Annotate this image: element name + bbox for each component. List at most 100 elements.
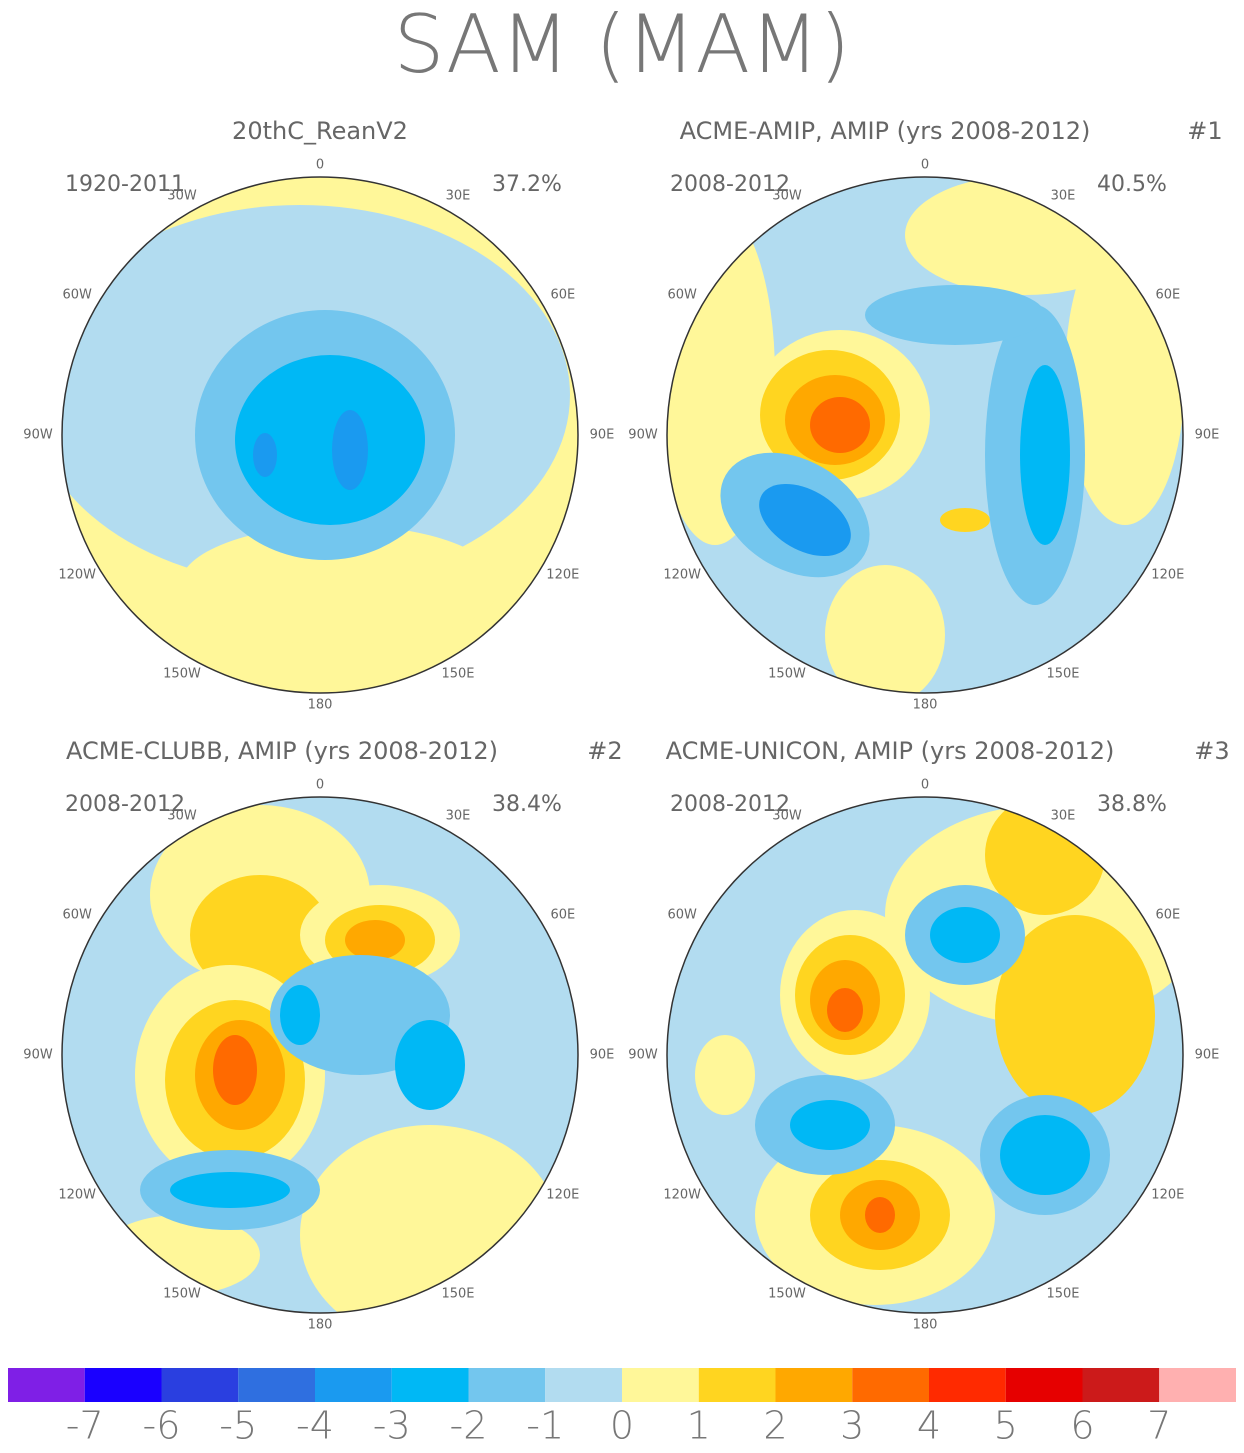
colorbar-label: -2: [450, 1404, 488, 1448]
longitude-label: 60E: [550, 287, 575, 302]
colorbar-box: [1005, 1368, 1083, 1402]
field: [332, 410, 368, 490]
field: [170, 1172, 290, 1208]
map-panel: [666, 176, 1184, 694]
panel-title: ACME-UNICON, AMIP (yrs 2008-2012): [666, 737, 1115, 765]
colorbar-label: -4: [296, 1404, 334, 1448]
colorbar-box: [622, 1368, 699, 1402]
colorbar-box: [468, 1368, 546, 1402]
longitude-label: 180: [913, 698, 938, 713]
colorbar-label: 2: [763, 1404, 787, 1448]
longitude-label: 120E: [546, 1188, 579, 1203]
period: 1920-2011: [65, 172, 185, 197]
figure-title: SAM (MAM): [394, 0, 851, 91]
colorbar-box: [1159, 1368, 1236, 1402]
map-panel: [61, 176, 579, 694]
longitude-label: 0: [316, 778, 324, 793]
colorbar-label: -7: [66, 1404, 104, 1448]
field: [253, 433, 277, 477]
colorbar-label: 5: [994, 1404, 1018, 1448]
longitude-label: 150E: [441, 667, 474, 682]
longitude-label: 150E: [441, 1287, 474, 1302]
variance-percent: 38.8%: [1097, 792, 1167, 817]
period: 2008-2012: [670, 792, 790, 817]
colorbar-box: [84, 1368, 162, 1402]
longitude-label: 0: [921, 158, 929, 173]
field: [759, 483, 851, 557]
longitude-label: 150E: [1046, 667, 1079, 682]
field: [213, 1035, 257, 1105]
longitude-label: 90W: [628, 1048, 658, 1063]
longitude-label: 120W: [663, 568, 701, 583]
longitude-label: 30E: [1051, 188, 1076, 203]
longitude-label: 120E: [1151, 1188, 1184, 1203]
field: [180, 525, 500, 645]
period: 2008-2012: [65, 792, 185, 817]
longitude-label: 30W: [167, 808, 197, 823]
field: [1000, 1115, 1090, 1195]
field: [280, 985, 320, 1045]
variance-percent: 38.4%: [492, 792, 562, 817]
longitude-label: 60E: [550, 907, 575, 922]
longitude-label: 30E: [1051, 808, 1076, 823]
longitude-label: 30W: [772, 808, 802, 823]
longitude-label: 180: [913, 1318, 938, 1333]
field: [930, 907, 1000, 963]
longitude-label: 30E: [446, 808, 471, 823]
colorbar-label: -1: [526, 1404, 564, 1448]
period: 2008-2012: [670, 172, 790, 197]
panel-tag: #1: [1187, 117, 1222, 145]
colorbar-label: 6: [1070, 1404, 1094, 1448]
field: [865, 285, 1045, 345]
map-outline: [61, 796, 579, 1314]
panel-title: ACME-AMIP, AMIP (yrs 2008-2012): [680, 117, 1091, 145]
map-outline: [61, 176, 579, 694]
field: [235, 355, 425, 525]
longitude-label: 90W: [23, 1048, 53, 1063]
colorbar-label: 4: [917, 1404, 941, 1448]
colorbar-box: [545, 1368, 622, 1402]
variance-percent: 40.5%: [1097, 172, 1167, 197]
longitude-label: 0: [316, 158, 324, 173]
longitude-label: 0: [921, 778, 929, 793]
panel-tag: #3: [1194, 737, 1229, 765]
field: [940, 508, 990, 532]
longitude-label: 90E: [1195, 428, 1220, 443]
colorbar-box: [1082, 1368, 1160, 1402]
longitude-label: 90E: [590, 428, 615, 443]
longitude-label: 30E: [446, 188, 471, 203]
longitude-label: 120E: [546, 568, 579, 583]
colorbar-label: -3: [373, 1404, 411, 1448]
colorbar-box: [238, 1368, 315, 1402]
field: [790, 1100, 870, 1150]
longitude-label: 150W: [163, 667, 201, 682]
field: [995, 915, 1155, 1115]
panel-tag: #2: [587, 737, 622, 765]
map-outline: [666, 176, 1184, 694]
longitude-label: 30W: [772, 188, 802, 203]
colorbar-box: [161, 1368, 239, 1402]
field: [810, 397, 870, 453]
field: [827, 988, 863, 1032]
field: [695, 1035, 755, 1115]
longitude-label: 90W: [23, 428, 53, 443]
field: [395, 1020, 465, 1110]
longitude-label: 60W: [62, 287, 92, 302]
colorbar-label: 3: [840, 1404, 864, 1448]
longitude-label: 180: [308, 698, 333, 713]
longitude-label: 180: [308, 1318, 333, 1333]
colorbar-box: [391, 1368, 469, 1402]
longitude-label: 150E: [1046, 1287, 1079, 1302]
longitude-label: 60W: [667, 907, 697, 922]
colorbar-label: 0: [610, 1404, 634, 1448]
colorbar-box: [315, 1368, 392, 1402]
longitude-label: 30W: [167, 188, 197, 203]
field: [1020, 365, 1070, 545]
colorbar-box: [852, 1368, 929, 1402]
colorbar-box: [929, 1368, 1006, 1402]
colorbar-box: [8, 1368, 85, 1402]
longitude-label: 150W: [768, 667, 806, 682]
field: [190, 875, 330, 995]
longitude-label: 120W: [58, 1188, 96, 1203]
longitude-label: 90E: [590, 1048, 615, 1063]
